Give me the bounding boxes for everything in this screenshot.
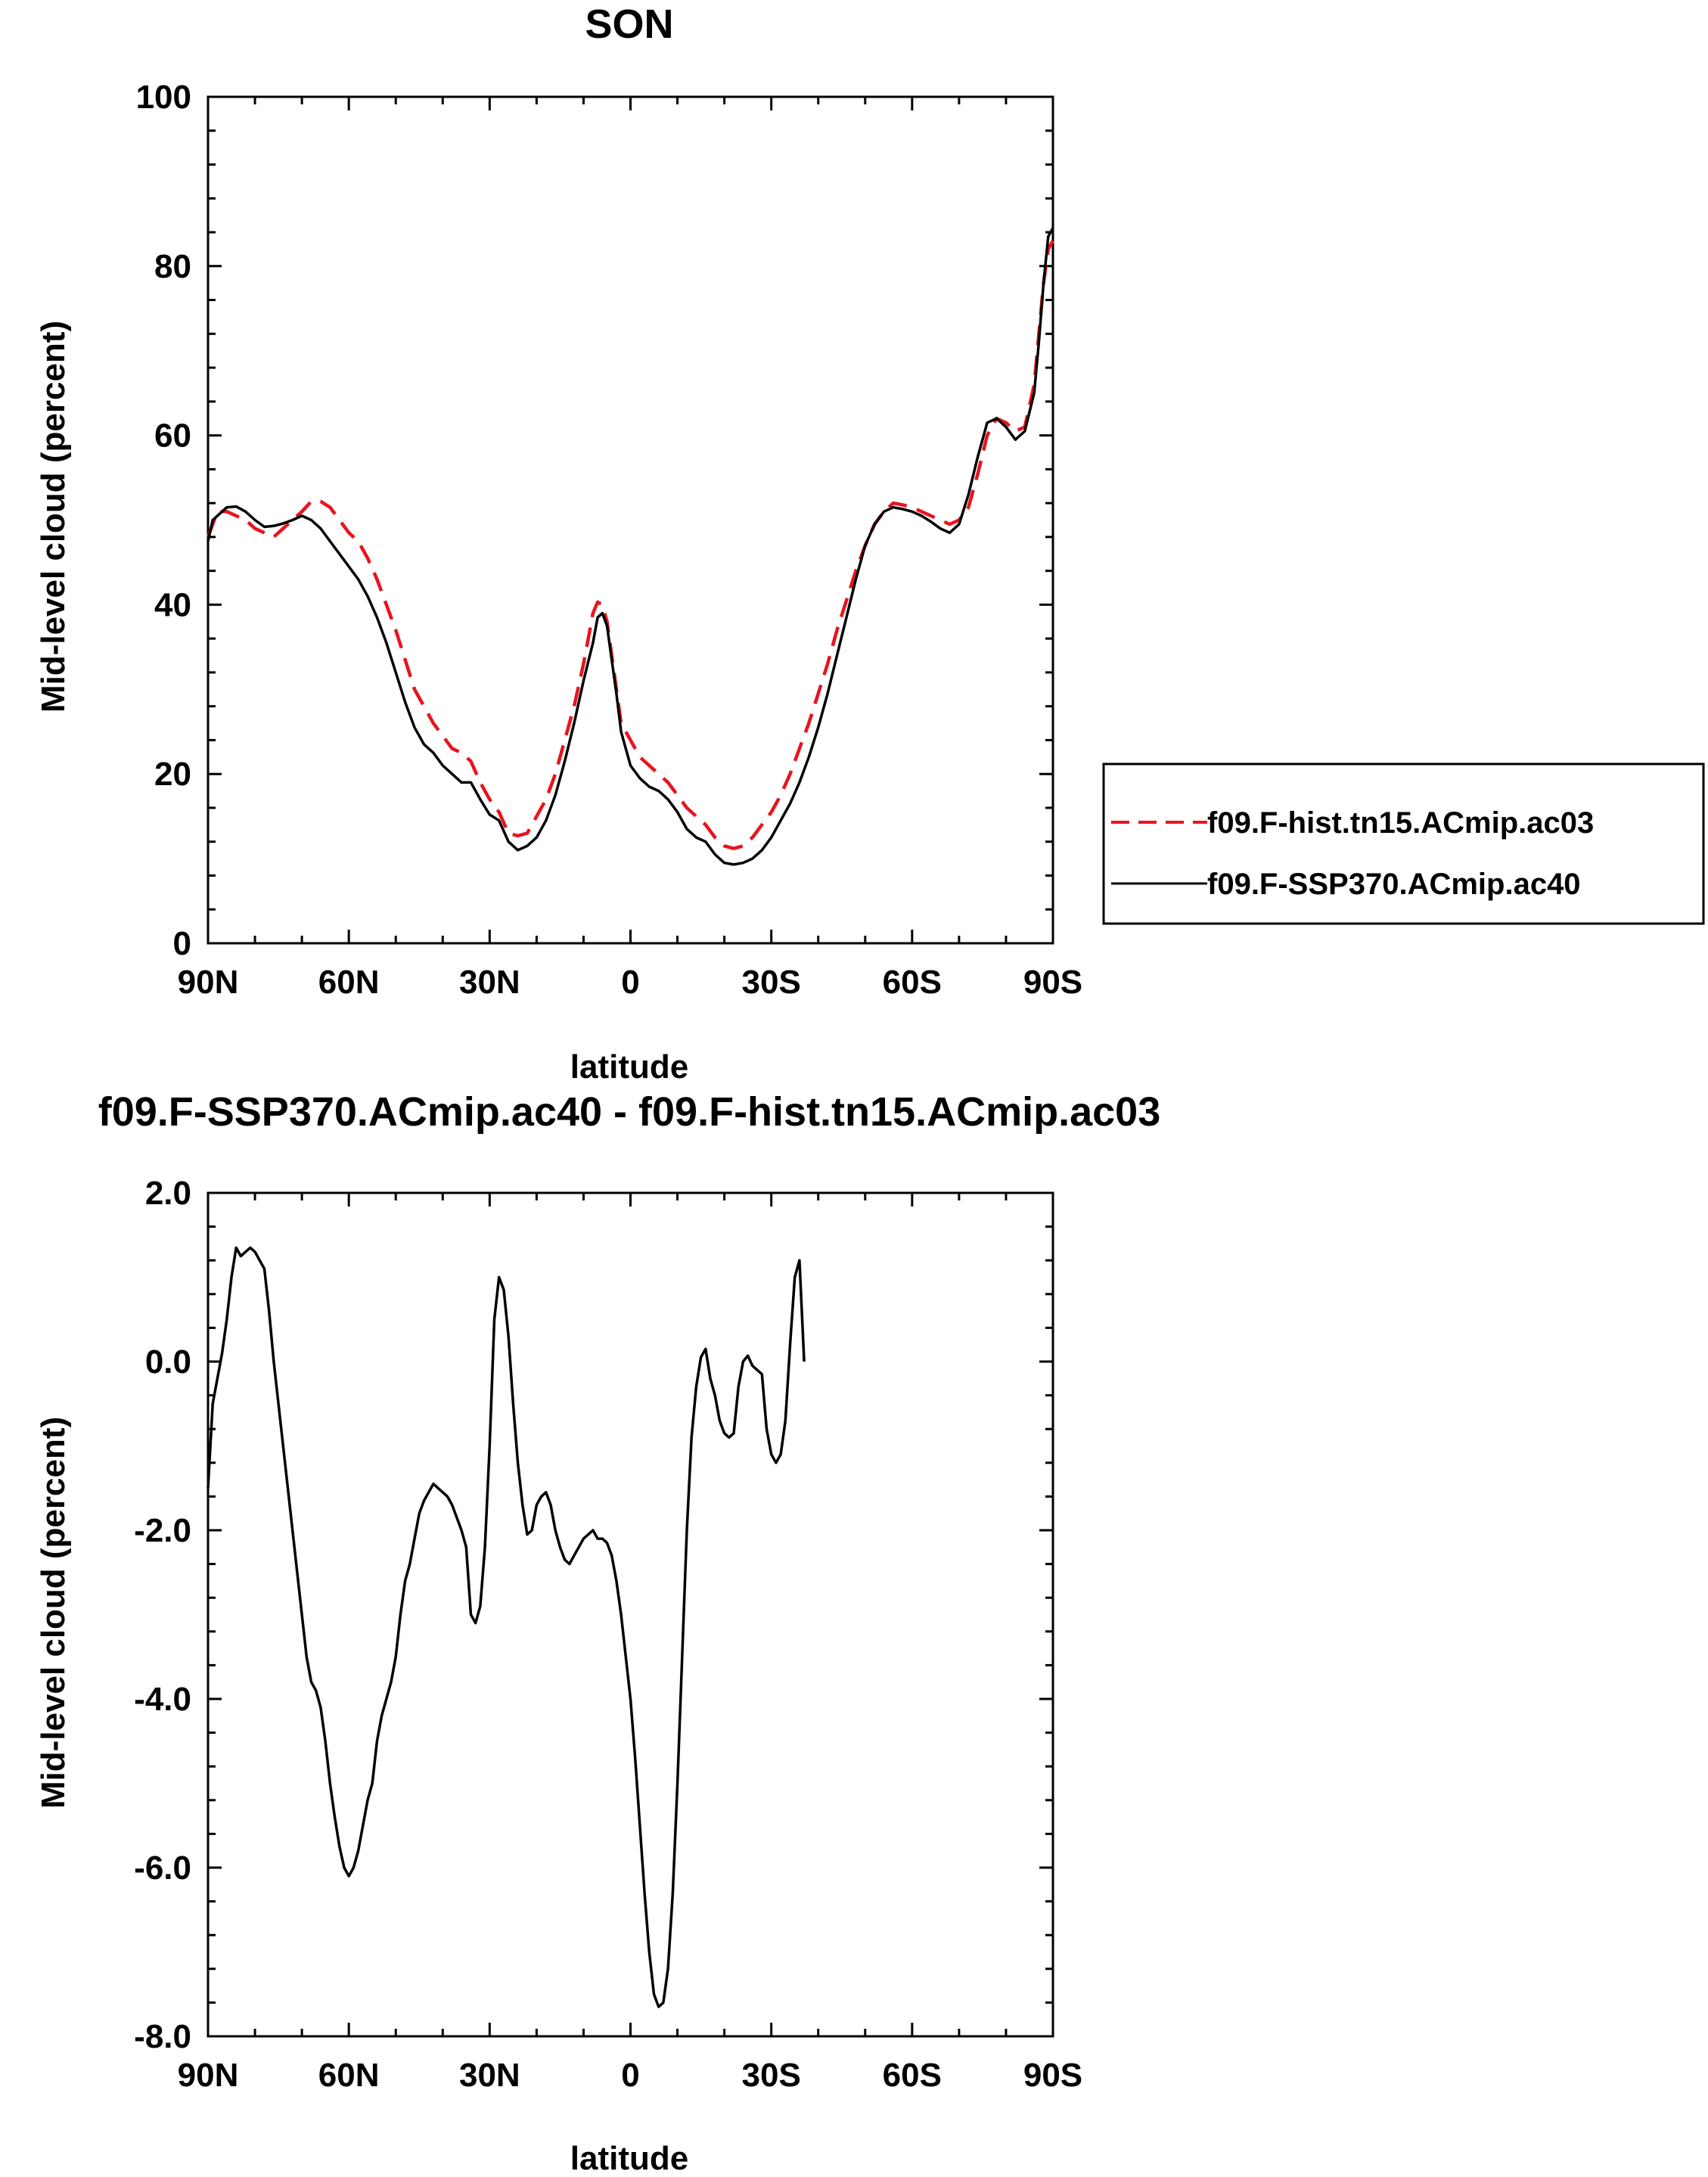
x-tick-label: 60S	[883, 964, 942, 1001]
y-tick-label: 40	[154, 586, 191, 623]
y-tick-label: -6.0	[134, 1849, 191, 1887]
series-line-0	[207, 1246, 806, 2008]
bottom-chart-title: f09.F-SSP370.ACmip.ac40 - f09.F-hist.tn1…	[98, 1089, 1160, 1135]
series-line-0	[206, 240, 1054, 850]
legend-label-hist: f09.F-hist.tn15.ACmip.ac03	[1207, 806, 1594, 840]
bottom-plot-area: 90N 60N 30N 0 30S 60S 90S -8.0 -6.0 -4.0 -2.0 0.0 2.…	[134, 1175, 1082, 2094]
legend: f09.F-hist.tn15.ACmip.ac03 f09.F-SSP370.…	[1102, 762, 1705, 925]
x-tick-label: 60N	[318, 964, 380, 1001]
x-tick-label: 0	[621, 964, 639, 1001]
y-tick-label: 20	[154, 756, 191, 793]
y-tick-label: 60	[154, 418, 191, 455]
x-tick-label: 90S	[1023, 964, 1082, 1001]
top-panel: SON 90N 60N 30N 0 30S 60S 90S 0 20 40 60 80 100 lati…	[35, 2, 1705, 1085]
series-line-1	[207, 227, 1054, 866]
legend-box	[1102, 762, 1705, 925]
top-y-axis-label: Mid-level cloud (percent)	[35, 321, 72, 713]
bottom-x-axis-label: latitude	[570, 2140, 688, 2177]
y-tick-label: 0.0	[145, 1343, 191, 1380]
y-tick-label: -2.0	[134, 1512, 191, 1549]
x-tick-label: 90N	[178, 964, 239, 1001]
x-tick-label: 60N	[318, 2057, 380, 2094]
x-tick-label: 30N	[459, 964, 520, 1001]
bottom-panel: f09.F-SSP370.ACmip.ac40 - f09.F-hist.tn1…	[35, 1089, 1160, 2177]
y-tick-label: 0	[173, 925, 191, 962]
legend-label-ssp370: f09.F-SSP370.ACmip.ac40	[1207, 868, 1581, 901]
y-tick-label: 100	[136, 79, 191, 116]
top-chart-title: SON	[585, 2, 673, 47]
y-tick-label: -4.0	[134, 1681, 191, 1718]
x-tick-label: 0	[621, 2057, 639, 2094]
x-tick-label: 30N	[459, 2057, 520, 2094]
plot-frame	[207, 1191, 1054, 2038]
y-tick-label: -8.0	[134, 2018, 191, 2055]
top-x-axis-label: latitude	[570, 1048, 688, 1085]
x-tick-label: 60S	[883, 2057, 942, 2094]
bottom-y-axis-label: Mid-level cloud (percent)	[35, 1417, 72, 1809]
y-tick-label: 80	[154, 248, 191, 285]
x-tick-label: 30S	[742, 964, 801, 1001]
x-tick-label: 90S	[1023, 2057, 1082, 2094]
top-plot-area: 90N 60N 30N 0 30S 60S 90S 0 20 40 60 80 100	[136, 79, 1083, 1001]
y-tick-label: 2.0	[145, 1175, 191, 1212]
x-tick-label: 90N	[178, 2057, 239, 2094]
x-tick-label: 30S	[742, 2057, 801, 2094]
